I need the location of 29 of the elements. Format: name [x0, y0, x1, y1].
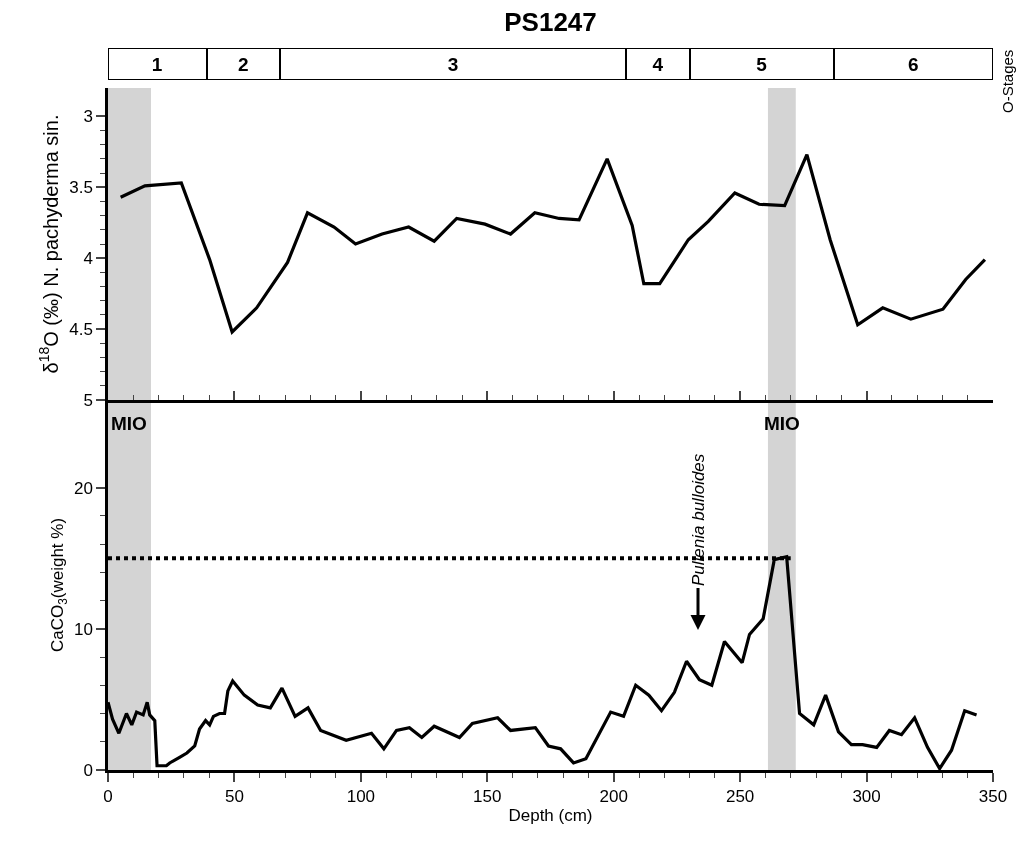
x-tick-label: 300: [852, 787, 881, 807]
y-tick-label: 20: [73, 478, 93, 498]
y-tick-label: 3.5: [69, 178, 93, 198]
y-tick-label: 0: [83, 760, 93, 780]
x-tick-label: 200: [599, 787, 628, 807]
y-tick-label: 4.5: [69, 320, 93, 340]
y-tick-label: 4: [83, 249, 93, 269]
band-label: MIO: [764, 413, 800, 434]
series-label: 2: [237, 53, 249, 75]
x-axis-title: Depth (cm): [508, 805, 593, 825]
series-label: 4: [652, 53, 664, 75]
y-tick-label: 5: [83, 390, 93, 410]
series-label: 3: [447, 53, 459, 75]
series-label: 6: [908, 53, 919, 75]
x-tick-label: 50: [224, 787, 244, 807]
y-tick-label: 10: [73, 619, 93, 639]
line-series: [119, 153, 987, 334]
x-tick-label: 100: [346, 787, 376, 807]
annotation: Pullenia bulloides: [689, 453, 708, 586]
x-tick-label: 250: [725, 787, 755, 807]
text: O-Stages: [999, 49, 1016, 113]
x-tick-label: 150: [473, 787, 502, 807]
x-tick-label: 0: [103, 787, 113, 807]
x-tick-label: 350: [978, 787, 1008, 807]
series-label: 1: [151, 53, 163, 75]
band-label: MIO: [111, 413, 147, 434]
y-tick-label: 3: [83, 107, 93, 127]
chart-title: PS1247: [504, 7, 597, 38]
series-label: 5: [756, 53, 768, 75]
